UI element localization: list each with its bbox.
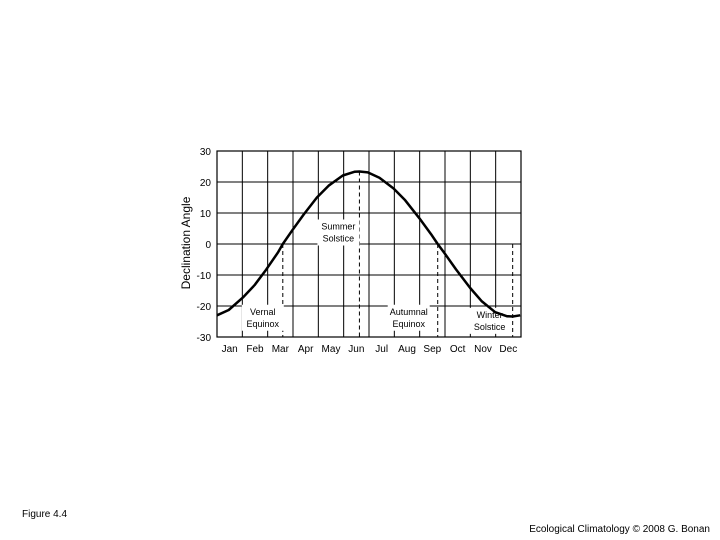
x-tick-label: Jul [375, 344, 388, 355]
x-tick-label: Dec [499, 344, 517, 355]
x-tick-label: Oct [450, 344, 466, 355]
event-label: Equinox [392, 319, 425, 329]
y-tick-label: 20 [200, 178, 212, 189]
event-label-bg [241, 304, 284, 331]
event-label: Vernal [250, 307, 276, 317]
y-tick-label: -20 [197, 302, 212, 313]
y-tick-label: 30 [200, 147, 212, 158]
x-tick-label: Nov [474, 344, 492, 355]
copyright-credit: Ecological Climatology © 2008 G. Bonan [529, 524, 710, 535]
x-tick-label: May [322, 344, 341, 355]
plot-frame [216, 150, 522, 338]
event-label: Winter [477, 310, 503, 320]
event-label: Solstice [323, 234, 355, 244]
event-markers: Vernal Equinox Summer Solstice Autumnal Equin… [241, 171, 514, 337]
x-tick-label: Aug [398, 344, 416, 355]
figure-label: Figure 4.4 [22, 509, 68, 520]
event-label-bg [317, 219, 360, 246]
event-label-bg [387, 304, 430, 331]
x-tick-labels: Jan Feb Mar Apr May Jun Jul Aug Sep Oct Nov Dec [222, 344, 518, 355]
x-tick-label: Jun [348, 344, 364, 355]
x-tick-label: Sep [423, 344, 441, 355]
declination-series-line [216, 170, 521, 318]
event-label: Equinox [247, 319, 280, 329]
y-axis-label: Declination Angle [179, 196, 193, 289]
event-label: Summer [321, 222, 355, 232]
x-tick-label: Apr [298, 344, 314, 355]
y-tick-label: 0 [205, 240, 211, 251]
y-tick-label: -30 [197, 333, 212, 344]
series-group [216, 170, 521, 318]
event-label-bg [468, 307, 511, 334]
x-tick-label: Feb [246, 344, 264, 355]
y-tick-labels: 30 20 10 0 -10 -20 -30 [197, 147, 212, 344]
event-label: Solstice [474, 322, 506, 332]
y-tick-label: -10 [197, 271, 212, 282]
y-tick-label: 10 [200, 209, 212, 220]
x-tick-label: Jan [222, 344, 238, 355]
event-label: Autumnal [390, 307, 428, 317]
x-tick-label: Mar [272, 344, 290, 355]
